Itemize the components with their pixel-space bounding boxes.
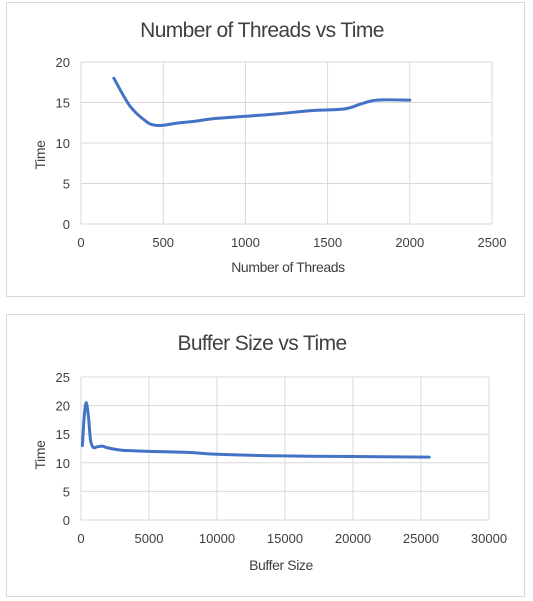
x-tick-label: 30000 (471, 531, 507, 546)
y-tick-label: 15 (56, 96, 70, 111)
y-tick-label: 5 (63, 177, 70, 192)
y-axis-title: Time (32, 440, 48, 470)
series-line (80, 401, 431, 459)
x-tick-label: 2000 (395, 235, 424, 250)
y-tick-label: 0 (63, 217, 70, 232)
y-tick-label: 25 (56, 370, 70, 385)
chart-title: Buffer Size vs Time (177, 332, 346, 355)
x-tick-label: 0 (77, 531, 84, 546)
x-tick-label: 20000 (335, 531, 371, 546)
y-tick-label: 20 (56, 399, 70, 414)
y-tick-label: 10 (56, 456, 70, 471)
y-tick-label: 5 (63, 484, 70, 499)
chart-threads-svg: Number of Threads vs Time 0 5 10 15 20 0 500 10… (32, 19, 507, 275)
chart-buffer-svg: Buffer Size vs Time 0 5 10 15 20 25 0 5000 10000… (32, 332, 507, 573)
x-axis-title: Number of Threads (231, 259, 345, 275)
series-line (112, 76, 412, 128)
x-tick-label: 25000 (403, 531, 439, 546)
x-tick-label: 1500 (313, 235, 342, 250)
y-tick-label: 15 (56, 427, 70, 442)
x-tick-label: 10000 (199, 531, 235, 546)
chart-panel-buffer: Buffer Size vs Time 0 5 10 15 20 25 0 5000 10000… (6, 314, 525, 597)
y-axis-title: Time (32, 140, 48, 170)
chart-panel-threads: Number of Threads vs Time 0 5 10 15 20 0 500 10… (6, 2, 525, 297)
x-tick-label: 1000 (231, 235, 260, 250)
x-tick-label: 2500 (478, 235, 507, 250)
chart-title: Number of Threads vs Time (140, 19, 384, 42)
x-tick-label: 0 (77, 235, 84, 250)
y-tick-label: 20 (56, 55, 70, 70)
x-tick-label: 15000 (267, 531, 303, 546)
y-tick-label: 10 (56, 136, 70, 151)
x-tick-label: 500 (152, 235, 174, 250)
x-tick-label: 5000 (135, 531, 164, 546)
x-axis-title: Buffer Size (249, 557, 313, 573)
y-tick-label: 0 (63, 513, 70, 528)
